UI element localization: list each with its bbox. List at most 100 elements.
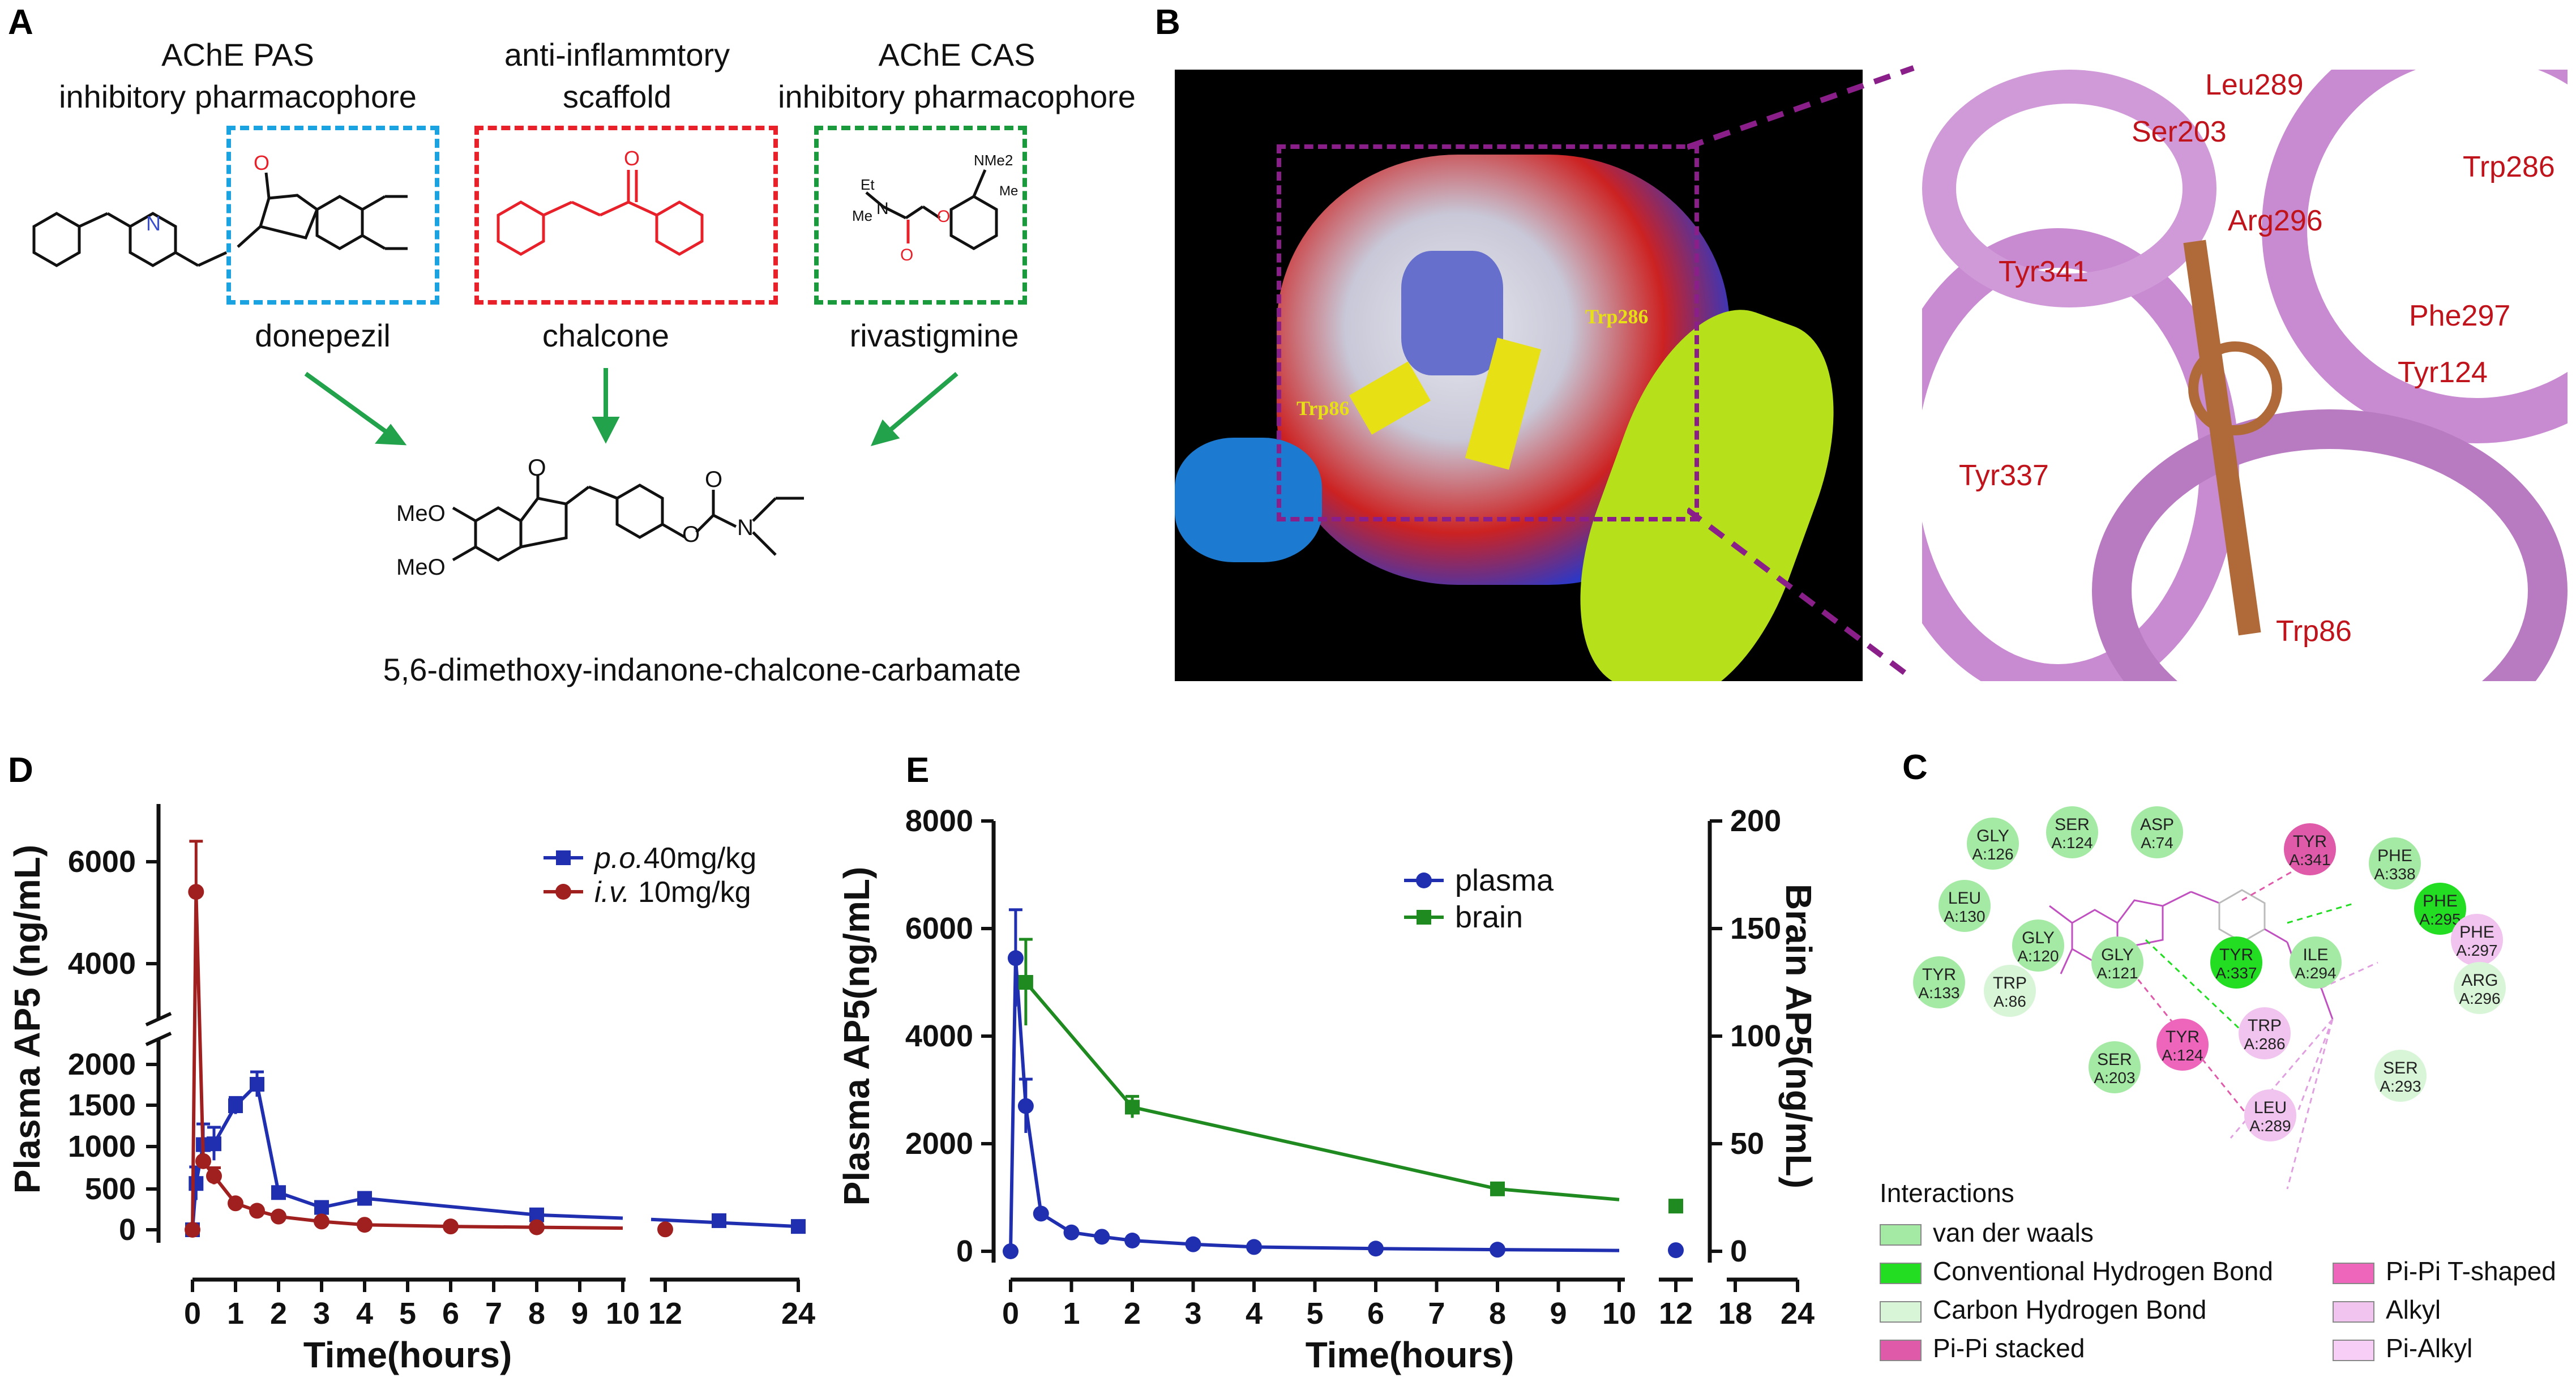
data-point <box>314 1213 330 1230</box>
legend-hbond-swatch <box>1880 1262 1922 1284</box>
residue-circle <box>1939 880 1991 932</box>
data-point <box>1094 1229 1110 1245</box>
ribbon-image <box>1922 70 2568 681</box>
residue-circle <box>2284 823 2336 875</box>
product-name: 5,6-dimethoxy-indanone-chalcone-carbamat… <box>383 652 1021 687</box>
data-point <box>357 1217 373 1233</box>
y-tick-label-left: 0 <box>956 1234 973 1268</box>
product-meo-2: MeO <box>396 555 446 580</box>
data-point <box>1368 1241 1384 1257</box>
residue-id: A:86 <box>1993 993 2026 1010</box>
residue-name: GLY <box>2022 929 2055 947</box>
product-n-atom: N <box>737 515 754 540</box>
arrows <box>304 368 958 447</box>
donepezil-n-atom: N <box>146 212 161 235</box>
x-tick-label: 8 <box>1489 1297 1506 1331</box>
x-tick-label: 6 <box>442 1297 459 1331</box>
residue-id: A:338 <box>2374 865 2415 883</box>
arg296-label: Arg296 <box>2228 204 2323 237</box>
rivastigmine-o2: O <box>937 207 950 226</box>
residue-id: A:74 <box>2141 834 2173 852</box>
phe297-label: Phe297 <box>2409 300 2511 332</box>
data-point <box>443 1218 459 1235</box>
pas-box <box>226 126 439 305</box>
legend-vdw-swatch <box>1880 1224 1922 1246</box>
series-line <box>1024 981 1498 1191</box>
legend-pipi-stacked-swatch <box>1880 1339 1922 1361</box>
scaffold-box <box>474 126 778 305</box>
chalcone-o-atom: O <box>624 147 640 170</box>
y-tick-label-right: 100 <box>1730 1019 1781 1053</box>
residue-circle <box>2414 883 2466 935</box>
x-axis-label: Time(hours) <box>303 1335 512 1375</box>
y-axis-label: Plasma AP5 (ng/mL) <box>7 845 48 1194</box>
residue-id: A:121 <box>2096 964 2138 982</box>
legend-chbond-label: Carbon Hydrogen Bond <box>1933 1295 2207 1324</box>
panel-a-structures: N O O Et Me N O O NMe2 Me <box>32 147 1018 580</box>
legend-pipi-t-label: Pi-Pi T-shaped <box>2386 1256 2556 1286</box>
residue-name: TRP <box>2248 1016 2282 1035</box>
data-point <box>657 1221 673 1238</box>
legend-marker <box>1416 873 1432 888</box>
residue-name: TYR <box>2293 832 2327 851</box>
data-point <box>791 1219 806 1234</box>
legend-label-rest: 10mg/kg <box>630 876 751 909</box>
x-tick-label: 5 <box>399 1297 416 1331</box>
legend-pipi-stacked-label: Pi-Pi stacked <box>1933 1333 2085 1363</box>
residue-circle <box>2012 919 2064 972</box>
data-point <box>1185 1236 1201 1252</box>
legend-marker <box>555 884 571 900</box>
y-tick-label: 6000 <box>68 845 136 879</box>
tyr124-label: Tyr124 <box>2398 356 2488 389</box>
panel-letter-a: A <box>8 3 33 42</box>
y-tick-label: 4000 <box>68 947 136 981</box>
series-line <box>536 1213 623 1220</box>
series-line <box>1497 1187 1620 1201</box>
trp86-left-label: Trp86 <box>1296 397 1350 420</box>
residue-name: GLY <box>1976 827 2009 845</box>
data-point <box>1003 1243 1019 1259</box>
legend-pipi-t: Pi-Pi T-shaped <box>2333 1256 2556 1286</box>
x-tick-label: 7 <box>485 1297 502 1331</box>
legend-pi-alkyl-swatch <box>2333 1339 2374 1361</box>
legend-chbond: Carbon Hydrogen Bond <box>1880 1294 2206 1325</box>
rivastigmine-me: Me <box>852 207 872 224</box>
x-tick-label: 1 <box>227 1297 244 1331</box>
residue-name: LEU <box>1948 889 1981 908</box>
y-tick-label-right: 50 <box>1730 1127 1764 1161</box>
legend-hbond-label: Conventional Hydrogen Bond <box>1933 1256 2273 1286</box>
x-tick-label: 9 <box>571 1297 588 1331</box>
y-tick-label: 1500 <box>68 1088 136 1122</box>
residue-name: ILE <box>2303 946 2328 964</box>
y-break-mark <box>145 1032 172 1046</box>
data-point <box>1668 1199 1683 1214</box>
y-tick-label: 500 <box>85 1172 136 1206</box>
residue-circle <box>2156 1019 2209 1071</box>
x-tick-label: 3 <box>1184 1297 1201 1331</box>
data-point <box>712 1213 726 1228</box>
legend-vdw-label: van der waals <box>1933 1218 2094 1247</box>
y-tick-label: 1000 <box>68 1130 136 1164</box>
data-point <box>357 1191 372 1206</box>
x-tick-label: 24 <box>781 1297 815 1331</box>
y-tick-label-left: 6000 <box>905 912 973 946</box>
ser203-label: Ser203 <box>2132 116 2227 148</box>
panel-letter-b: B <box>1155 3 1180 42</box>
zoom-connectors <box>1687 65 1915 682</box>
data-point <box>1124 1233 1140 1248</box>
data-point <box>249 1203 265 1219</box>
y-tick-label-left: 2000 <box>905 1127 973 1161</box>
x-tick-label: 12 <box>648 1297 682 1331</box>
residue-circle <box>2210 936 2262 989</box>
